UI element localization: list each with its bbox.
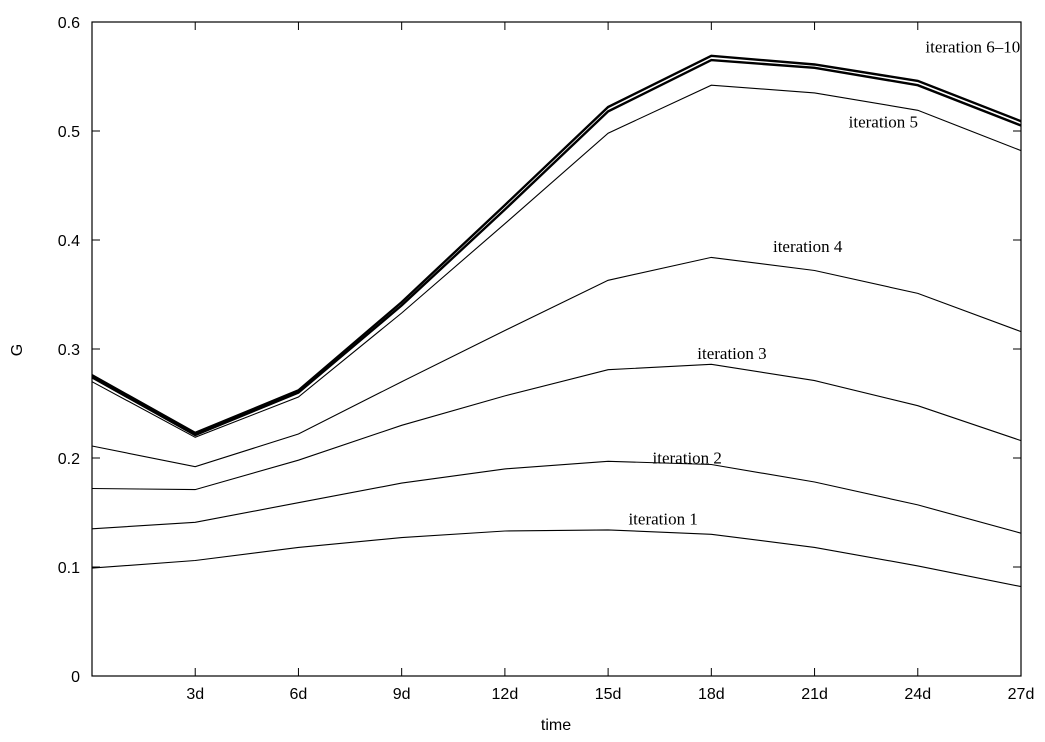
x-tick-label: 12d <box>492 686 519 703</box>
series-annotation: iteration 2 <box>653 448 722 467</box>
series-line-3 <box>91 363 1022 491</box>
series-annotation: iteration 3 <box>697 344 766 363</box>
x-tick-label: 24d <box>904 686 931 703</box>
series-annotation: iteration 6–10 <box>925 38 1020 57</box>
series-annotation: iteration 4 <box>773 237 843 256</box>
x-tick-label: 15d <box>595 686 622 703</box>
y-axis-title: G <box>9 344 26 356</box>
series-line-5 <box>91 84 1022 438</box>
series-line-6 <box>91 58 1022 437</box>
x-tick-label: 3d <box>186 686 204 703</box>
x-tick-label: 6d <box>290 686 308 703</box>
x-tick-label: 21d <box>801 686 828 703</box>
y-tick-label: 0.1 <box>58 560 80 577</box>
y-tick-label: 0.4 <box>58 233 80 250</box>
y-tick-label: 0.3 <box>58 342 80 359</box>
x-tick-label: 18d <box>698 686 725 703</box>
y-tick-label: 0.5 <box>58 124 80 141</box>
series-line-2 <box>91 460 1022 534</box>
y-axis: 0 0.1 0.2 0.3 0.4 0.5 0.6 <box>58 15 1021 686</box>
x-axis: 3d 6d 9d 12d 15d 18d 21d 24d 27d <box>186 22 1034 703</box>
y-tick-label: 0.2 <box>58 451 80 468</box>
y-tick-label: 0 <box>71 669 80 686</box>
series-annotation: iteration 1 <box>628 509 697 528</box>
x-tick-label: 27d <box>1008 686 1035 703</box>
series-annotation: iteration 5 <box>849 113 918 132</box>
x-axis-title: time <box>541 717 571 734</box>
chart-marks <box>91 54 1022 588</box>
y-tick-label: 0.6 <box>58 15 80 32</box>
series-line-1 <box>91 529 1022 588</box>
x-tick-label: 9d <box>393 686 411 703</box>
series-line-7 <box>91 54 1022 435</box>
series-annotations: iteration 1 iteration 2 iteration 3 iterati… <box>628 38 1020 529</box>
series-line-4 <box>91 256 1022 468</box>
